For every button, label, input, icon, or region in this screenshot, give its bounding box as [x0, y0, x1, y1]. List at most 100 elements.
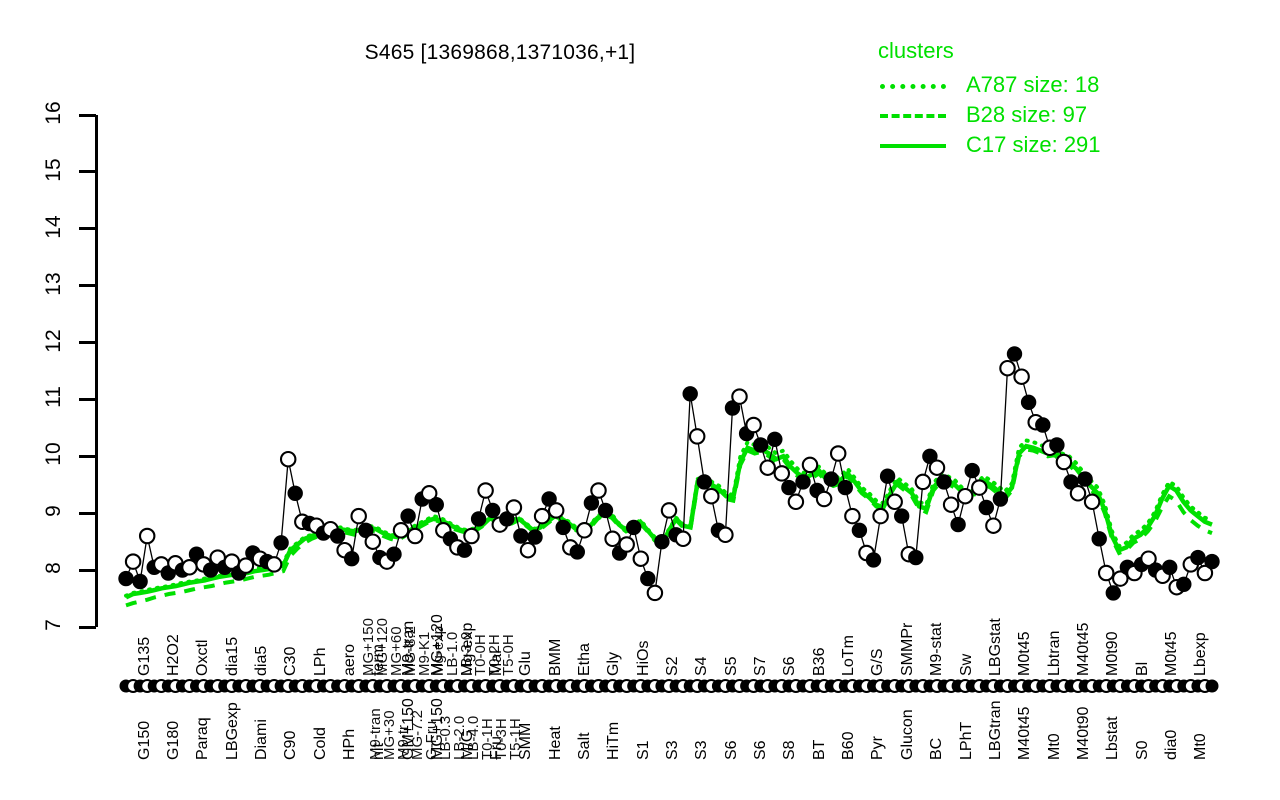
legend-key-dashed-icon: [878, 104, 950, 126]
data-point-marker: [837, 479, 853, 496]
data-point-marker: [132, 573, 148, 590]
cluster-curve-c17: [125, 443, 1213, 600]
x-axis-label-top: Gly: [605, 652, 623, 676]
x-axis-label-top: LPh: [311, 647, 329, 676]
x-axis-label-bottom: Pyr: [869, 736, 887, 760]
data-point-marker: [576, 522, 593, 539]
x-axis-label-top: M0t45: [1162, 631, 1180, 676]
data-point-marker: [181, 559, 198, 576]
data-point-marker: [513, 528, 529, 544]
x-axis-label-bottom: BT: [810, 739, 828, 760]
data-point-marker: [992, 491, 1009, 507]
data-point-marker: [956, 487, 974, 505]
data-point-marker: [1013, 368, 1030, 385]
data-point-marker: [731, 388, 748, 405]
data-point-marker: [273, 535, 289, 551]
legend-key-solid-icon: [878, 134, 950, 156]
data-point-marker: [928, 459, 946, 476]
data-point-marker: [118, 570, 134, 587]
data-point-marker: [1162, 559, 1178, 575]
x-axis-label-top: M40t45: [1074, 622, 1092, 676]
x-axis-label-top: S7: [752, 656, 770, 676]
data-point-marker: [1083, 493, 1101, 511]
legend-label-a787: A787 size: 18: [966, 72, 1100, 97]
data-point-marker: [844, 507, 861, 525]
x-axis-label-top: B36: [810, 647, 828, 676]
data-point-marker: [265, 556, 283, 573]
y-axis-line: [95, 115, 98, 627]
data-point-marker: [773, 465, 791, 482]
data-point-marker: [1035, 417, 1051, 433]
data-point-marker: [1069, 485, 1087, 502]
data-point-marker: [124, 553, 142, 570]
data-point-marker: [569, 544, 585, 560]
data-point-marker: [428, 497, 444, 513]
x-axis-label-top: H2O2: [165, 634, 183, 676]
data-point-marker: [456, 542, 473, 558]
data-point-marker: [1006, 346, 1023, 362]
data-point-marker: [942, 496, 960, 513]
x-axis-label-top: S2: [664, 656, 681, 676]
x-axis-label-top: Lbexp: [1192, 632, 1210, 676]
legend-item-a787: A787 size: 18: [878, 70, 1101, 100]
data-point-marker: [815, 490, 833, 508]
data-point-marker: [879, 468, 896, 484]
legend-heading: clusters: [878, 38, 954, 63]
x-axis-label-bottom: M40t45: [1016, 706, 1034, 760]
data-point-marker: [555, 519, 571, 536]
data-point-marker: [823, 471, 839, 487]
x-axis-label-bottom: Mt0: [1192, 733, 1210, 760]
x-axis-label-top: HiOs: [634, 640, 652, 676]
data-point-marker: [344, 551, 360, 567]
x-axis-label-bottom: LPhT: [957, 721, 975, 760]
x-axis-label-top: Etha: [575, 643, 593, 676]
data-point-marker: [420, 485, 438, 502]
data-point-marker: [674, 530, 692, 548]
data-point-marker: [829, 445, 847, 462]
data-point-marker: [583, 495, 600, 511]
x-axis-label-bottom: Salt: [575, 732, 593, 760]
data-point-marker: [533, 507, 551, 525]
data-point-marker: [865, 552, 882, 568]
x-axis-label-bottom: HiTm: [605, 721, 623, 760]
x-axis-label-bottom: BC: [928, 737, 946, 760]
data-point-marker: [547, 502, 565, 519]
x-axis-label-top: Bl: [1133, 661, 1151, 676]
x-axis-label-bottom: Mt0: [1045, 733, 1063, 760]
data-point-marker: [767, 431, 783, 447]
data-point-marker: [950, 516, 966, 533]
data-point-marker: [626, 519, 642, 536]
y-axis-tick: [79, 511, 96, 515]
y-axis-tick: [79, 341, 96, 345]
data-point-marker: [908, 549, 924, 566]
x-axis-label-bottom: dia0: [1162, 729, 1180, 760]
x-axis-label-top: LBGstat: [986, 618, 1004, 676]
data-point-marker: [787, 493, 805, 511]
data-point-marker: [237, 557, 255, 574]
data-point-marker: [138, 527, 156, 545]
data-point-marker: [745, 416, 762, 434]
data-point-marker: [936, 474, 952, 490]
data-point-marker: [753, 437, 769, 453]
data-point-marker: [801, 456, 819, 474]
data-point-marker: [505, 499, 523, 516]
data-point-marker: [590, 482, 607, 499]
x-axis-label-bottom: S0: [1133, 740, 1151, 760]
data-point-marker: [279, 450, 297, 468]
x-axis-label-top: dia15: [223, 636, 241, 676]
x-axis-label-bottom: Lbstat: [1104, 716, 1122, 760]
x-axis-label-top: M9-stat: [928, 622, 946, 676]
data-point-marker: [350, 507, 367, 525]
x-axis-label-top: dia5: [253, 645, 271, 676]
x-axis-label-bottom: S3: [664, 740, 681, 760]
data-point-marker: [999, 359, 1016, 377]
x-axis-label-bottom: S8: [781, 740, 799, 760]
y-axis-tick: [79, 113, 96, 117]
x-axis-label-bottom: Diami: [253, 719, 271, 760]
data-point-marker: [872, 507, 889, 525]
data-point-marker: [1190, 549, 1206, 566]
data-point-marker: [463, 527, 480, 545]
